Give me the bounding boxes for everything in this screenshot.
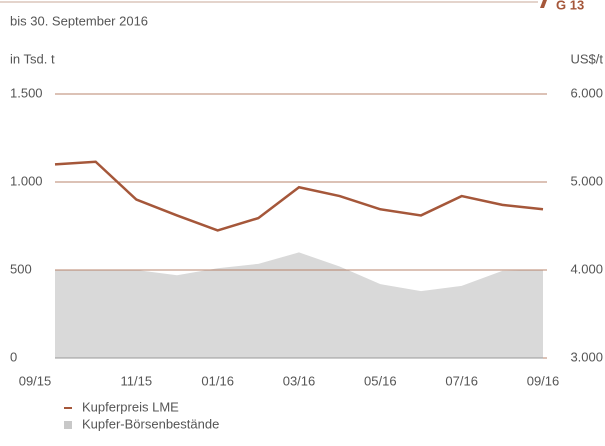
- line: [54, 160, 544, 232]
- y2-tick-label: 4.000: [570, 261, 603, 276]
- x-tick-label: 09/15: [19, 373, 52, 388]
- y2-axis-label: US$/t: [570, 51, 603, 66]
- subtitle: bis 30. September 2016: [10, 13, 148, 28]
- legend-swatch: [64, 421, 72, 429]
- legend-label: Kupfer-Börsenbestände: [82, 416, 219, 431]
- y-tick-label: 500: [10, 261, 32, 276]
- x-tick-label: 07/16: [445, 373, 478, 388]
- x-tick-label: 11/15: [121, 373, 153, 388]
- y2-tick-label: 3.000: [570, 349, 603, 364]
- y-tick-label: 0: [10, 349, 17, 364]
- legend-label: Kupferpreis LME: [82, 399, 179, 414]
- badge: G 13: [556, 0, 584, 12]
- y-tick-label: 1.000: [10, 173, 43, 188]
- y2-tick-label: 5.000: [570, 173, 603, 188]
- y2-tick-label: 6.000: [570, 85, 603, 100]
- area: [55, 252, 543, 358]
- x-tick-label: 09/16: [527, 373, 560, 388]
- x-tick-label: 03/16: [283, 373, 316, 388]
- badge-icon: [540, 0, 547, 8]
- y-tick-label: 1.500: [10, 85, 43, 100]
- y-axis-label: in Tsd. t: [10, 51, 55, 66]
- x-tick-label: 05/16: [364, 373, 397, 388]
- x-tick-label: 01/16: [201, 373, 234, 388]
